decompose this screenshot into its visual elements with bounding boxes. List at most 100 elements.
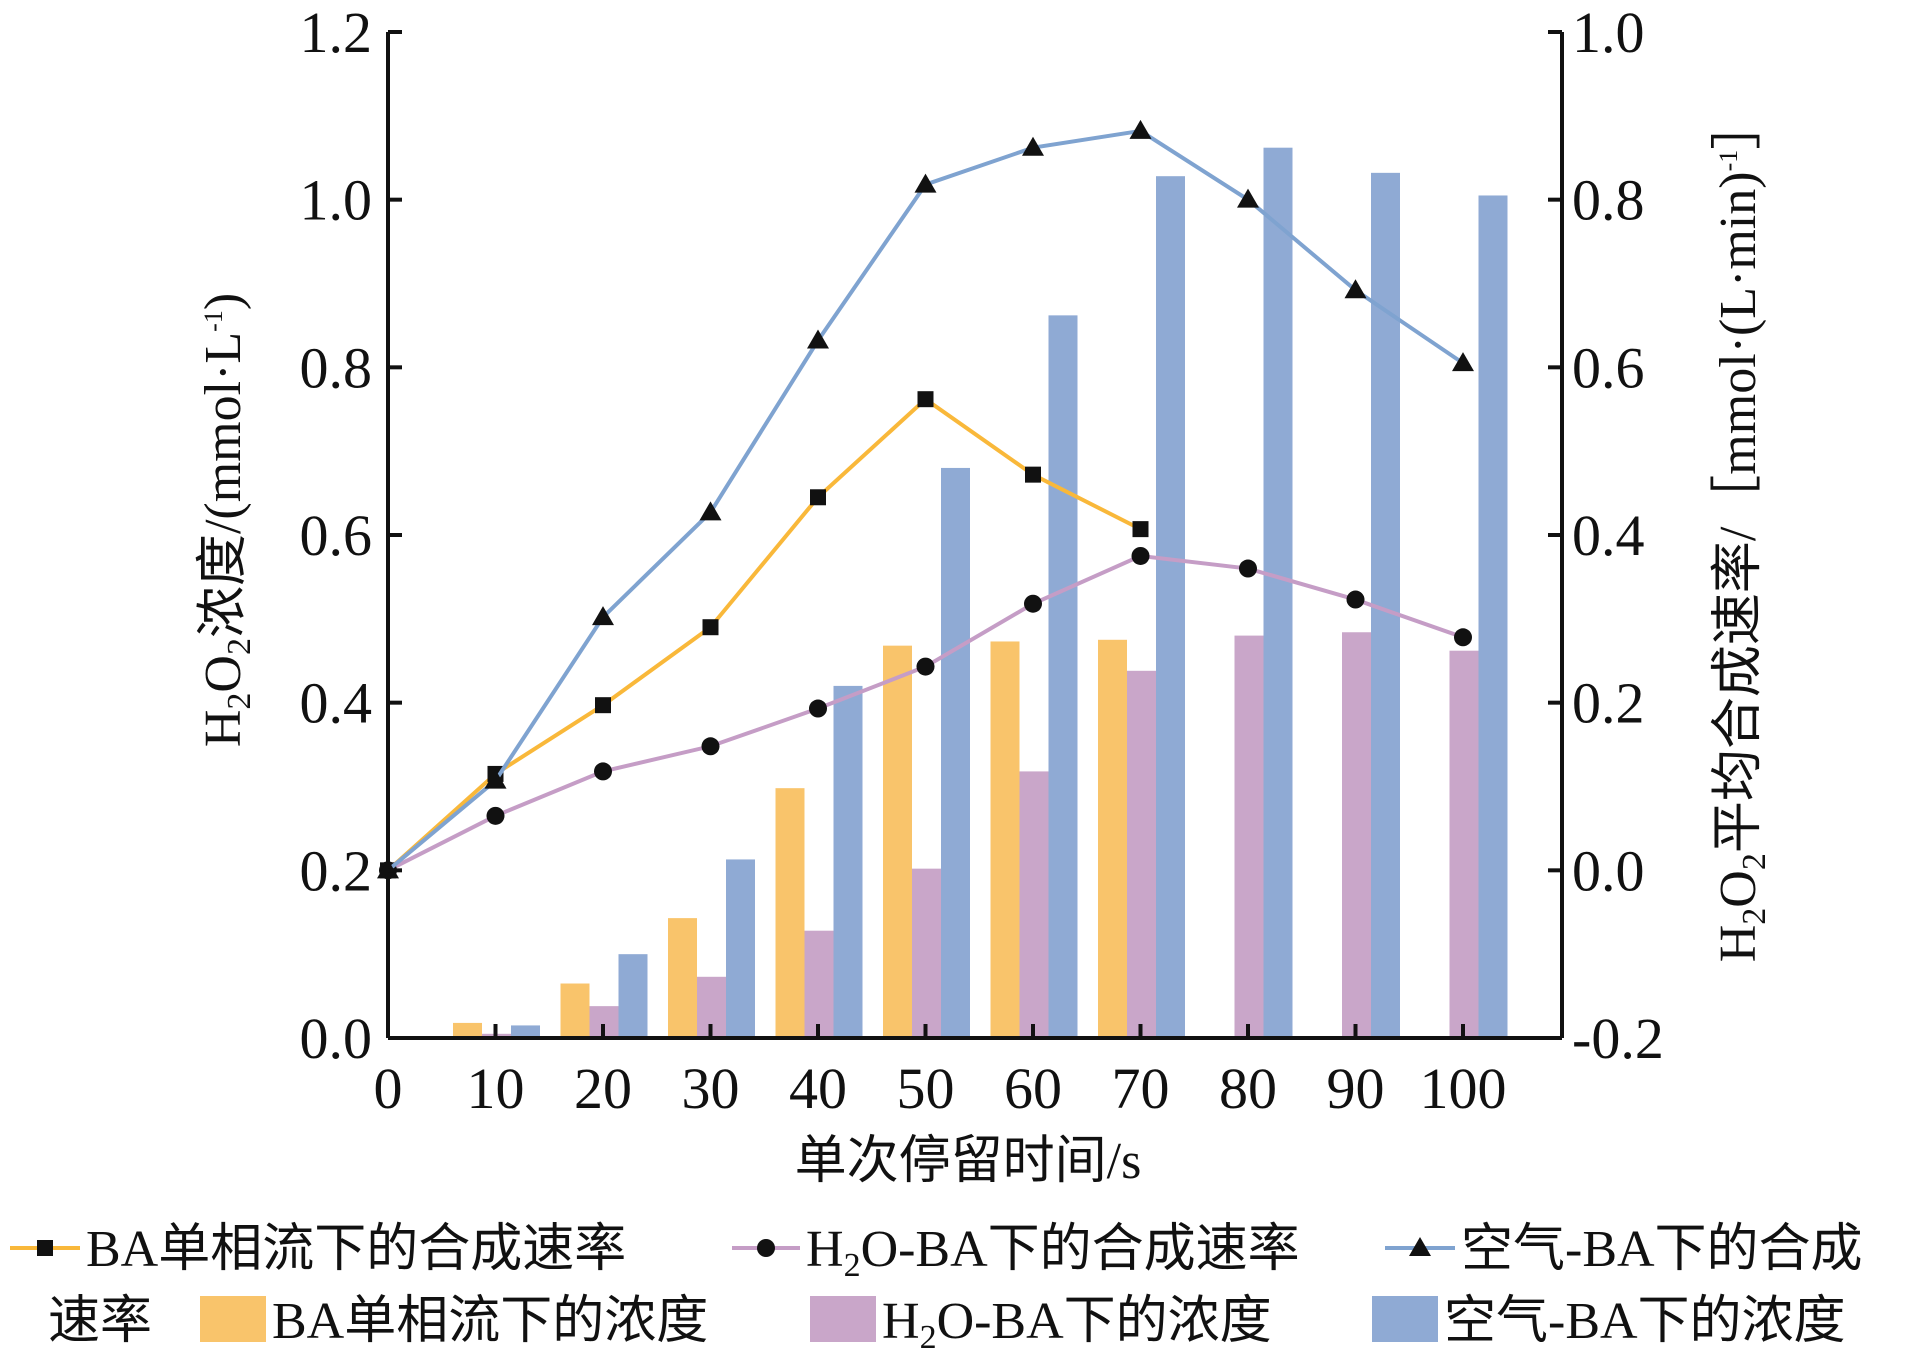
- bar-3-20: [618, 954, 648, 1038]
- bar-2-80: [1234, 635, 1264, 1038]
- line-2-point-3: [701, 737, 720, 756]
- line-2-point-4: [809, 699, 827, 718]
- y-left-title-sup: -1: [199, 310, 228, 332]
- y-right-title-h: H: [1710, 925, 1767, 963]
- y-right-tick-label: 0.4: [1572, 503, 1645, 568]
- line-3-point-4: [807, 329, 829, 349]
- y-left-title-h: H: [195, 710, 252, 748]
- line-2-point-5: [916, 657, 935, 676]
- x-tick-label: 80: [1219, 1056, 1277, 1121]
- y-right-title-rest: 平均合成速率/［mmol·(L·min): [1710, 171, 1767, 853]
- bar-2-70: [1127, 670, 1156, 1038]
- y-axis-left-title: H2O2浓度/(mmol·L-1): [195, 293, 258, 747]
- bar-1-30: [668, 918, 697, 1038]
- line-1-point-5: [917, 391, 934, 408]
- legend-ba-rate-label: BA单相流下的合成速率: [86, 1221, 626, 1278]
- legend-row2-prefix: 速率: [48, 1293, 152, 1350]
- y-left-tick-label: 0.8: [300, 335, 373, 400]
- legend-item-h2o-rate: H2O-BA下的合成速率: [732, 1221, 1300, 1284]
- bar-2-100: [1449, 650, 1479, 1038]
- y-axis-right-title: H2O2平均合成速率/［mmol·(L·min)-1］: [1710, 98, 1773, 963]
- legend-air-rate-marker: [1409, 1237, 1431, 1256]
- bar-1-50: [883, 645, 912, 1038]
- line-1-point-3: [702, 619, 719, 636]
- y-left-tick-label: 1.0: [300, 168, 373, 233]
- bar-1-70: [1098, 639, 1127, 1038]
- legend-h2o-conc-h: H: [882, 1293, 920, 1350]
- bar-3-60: [1048, 315, 1078, 1038]
- legend-ba-conc-label: BA单相流下的浓度: [272, 1293, 708, 1350]
- legend-item-h2o-conc: H2O-BA下的浓度: [810, 1293, 1272, 1356]
- line-3-point-10: [1452, 352, 1474, 372]
- bar-2-50: [912, 868, 941, 1038]
- line-series-1: [386, 396, 1142, 872]
- y-left-title-end: ): [195, 293, 252, 310]
- y-right-tick-label: 0.0: [1572, 838, 1645, 903]
- x-tick-label: 30: [682, 1056, 740, 1121]
- line-1-point-6: [1025, 466, 1041, 483]
- y-left-title-o: O: [195, 655, 252, 693]
- bar-1-60: [990, 641, 1020, 1038]
- bar-2-90: [1342, 632, 1371, 1038]
- line-2-point-9: [1346, 590, 1365, 609]
- y-right-tick-label: -0.2: [1572, 1006, 1664, 1071]
- line-3-point-6: [1022, 136, 1044, 156]
- legend-h2o-rate-rest: O-BA下的合成速率: [861, 1221, 1300, 1278]
- bar-1-20: [560, 983, 590, 1038]
- bar-3-50: [941, 467, 970, 1038]
- x-tick-label: 20: [574, 1056, 632, 1121]
- x-tick-label: 60: [1004, 1056, 1062, 1121]
- y-right-tick-label: 0.2: [1572, 671, 1645, 736]
- legend-item-ba-conc: BA单相流下的浓度: [200, 1293, 708, 1350]
- line-1-point-2: [595, 697, 611, 714]
- bar-3-40: [833, 685, 863, 1038]
- y-right-title-sup: -1: [1714, 150, 1743, 172]
- x-tick-label: 0: [374, 1056, 403, 1121]
- legend-item-ba-rate: BA单相流下的合成速率: [10, 1221, 626, 1278]
- y-right-title-end: ］: [1710, 98, 1767, 150]
- bar-2-60: [1019, 771, 1049, 1038]
- x-tick-label: 40: [789, 1056, 847, 1121]
- y-left-title-sub2: 2: [221, 638, 258, 655]
- legend-h2o-rate-h: H: [806, 1221, 844, 1278]
- line-2-point-7: [1131, 546, 1150, 565]
- y-left-title-sub1: 2: [221, 693, 258, 710]
- bar-3-100: [1478, 195, 1508, 1039]
- line-series-3: [386, 128, 1465, 872]
- x-axis-title: 单次停留时间/s: [795, 1133, 1142, 1190]
- y-left-tick-label: 0.0: [300, 1006, 373, 1071]
- y-right-title-sub1: 2: [1736, 908, 1773, 925]
- bar-3-70: [1156, 176, 1185, 1038]
- legend-h2o-conc-sub: 2: [920, 1319, 937, 1356]
- line-3-point-9: [1344, 279, 1367, 299]
- line-3-point-7: [1129, 119, 1152, 139]
- line-2-point-1: [486, 806, 505, 825]
- line-layer: [377, 119, 1474, 880]
- bar-1-40: [775, 788, 805, 1038]
- y-left-tick-label: 1.2: [300, 0, 373, 65]
- legend-air-conc-label: 空气-BA下的浓度: [1444, 1293, 1846, 1350]
- line-1-point-7: [1132, 521, 1149, 538]
- legend-h2o-conc-rest: O-BA下的浓度: [937, 1293, 1272, 1350]
- legend-h2o-rate-sub: 2: [844, 1247, 861, 1284]
- legend-h2o-conc-label: H2O-BA下的浓度: [882, 1293, 1272, 1356]
- legend-air-conc-swatch: [1372, 1296, 1438, 1342]
- x-tick-label: 50: [897, 1056, 955, 1121]
- line-3-point-3: [699, 501, 722, 521]
- x-tick-label: 100: [1420, 1056, 1507, 1121]
- line-2-point-8: [1239, 559, 1257, 578]
- legend-item-air-rate: 空气-BA下的合成: [1385, 1221, 1863, 1278]
- bar-layer: [453, 147, 1508, 1039]
- line-1-point-4: [810, 489, 826, 506]
- bar-1-10: [453, 1022, 482, 1038]
- y-right-tick-label: 1.0: [1572, 0, 1645, 65]
- line-2-point-6: [1024, 594, 1042, 613]
- legend-h2o-rate-marker: [757, 1239, 775, 1257]
- legend-ba-rate-marker: [37, 1240, 53, 1256]
- line-2-point-10: [1454, 628, 1472, 647]
- y-right-title-sub2: 2: [1736, 853, 1773, 870]
- x-tick-label: 10: [467, 1056, 525, 1121]
- legend-ba-conc-swatch: [200, 1296, 266, 1342]
- x-tick-label: 70: [1112, 1056, 1170, 1121]
